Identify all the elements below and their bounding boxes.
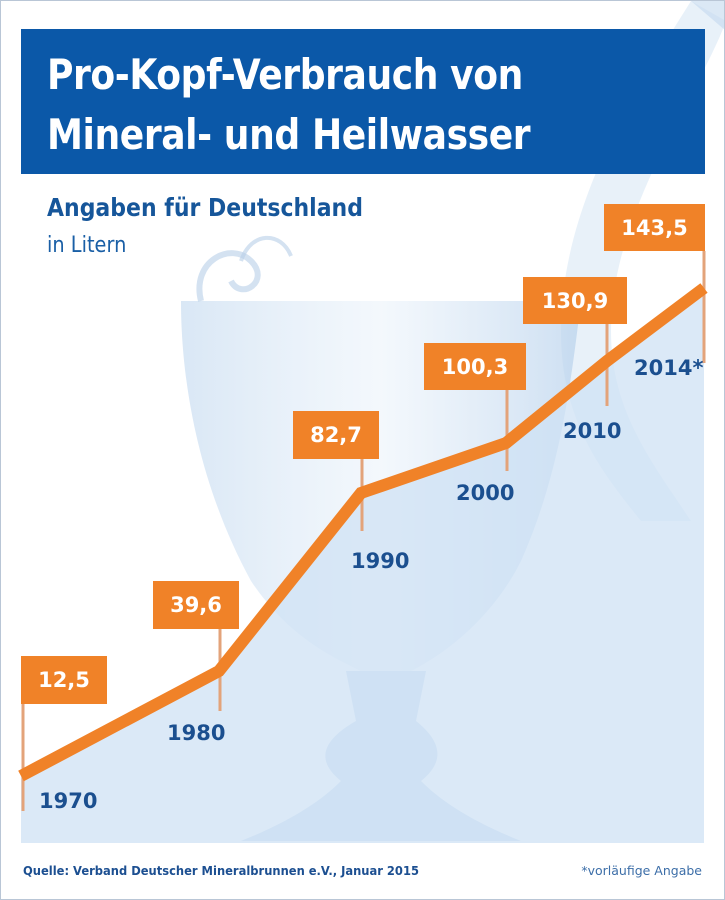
year-label-1970: 1970	[39, 789, 98, 813]
consumption-line	[18, 283, 708, 782]
footnote: *vorläufige Angabe	[581, 863, 702, 878]
year-label-2014: 2014*	[634, 356, 704, 380]
value-label-1990: 82,7	[293, 411, 379, 459]
title-line-2: Mineral- und Heilwasser	[47, 110, 531, 159]
year-label-1990: 1990	[351, 549, 410, 573]
unit-label: in Litern	[47, 233, 127, 258]
title-line-1: Pro-Kopf-Verbrauch von	[47, 50, 523, 99]
year-label-2010: 2010	[563, 419, 622, 443]
value-label-2010: 130,9	[523, 277, 627, 324]
source-note: Quelle: Verband Deutscher Mineralbrunnen…	[23, 863, 419, 878]
title-banner: Pro-Kopf-Verbrauch von Mineral- und Heil…	[21, 29, 705, 174]
year-label-2000: 2000	[456, 481, 515, 505]
value-label-2014: 143,5	[604, 204, 705, 251]
chart-subtitle: Angaben für Deutschland	[47, 193, 363, 222]
value-label-2000: 100,3	[424, 343, 526, 390]
chart-title: Pro-Kopf-Verbrauch von Mineral- und Heil…	[47, 45, 701, 165]
value-label-1970: 12,5	[21, 656, 107, 704]
value-label-1980: 39,6	[153, 581, 239, 629]
year-label-1980: 1980	[167, 721, 226, 745]
